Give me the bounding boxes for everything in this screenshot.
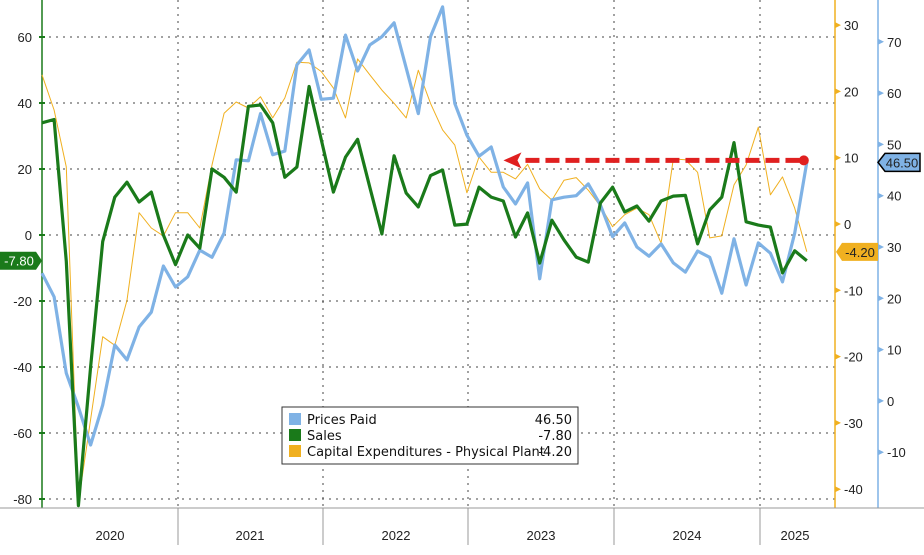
legend-label-sales: Sales [307, 429, 342, 444]
prices-tick [878, 449, 884, 456]
value-tags: 46.50 -4.20 -7.80 [0, 152, 921, 270]
capex-tick-label: 30 [844, 18, 858, 33]
capex-tick [835, 22, 841, 29]
prices-tick-label: 30 [887, 240, 901, 255]
left-tick-label: 60 [18, 30, 32, 45]
capex-tick [835, 353, 841, 360]
prices-tick-label: 20 [887, 291, 901, 306]
prices-tick [878, 244, 884, 250]
prices-tick [878, 295, 884, 302]
left-tick-label: -60 [13, 426, 32, 441]
legend-label-capex: Capital Expenditures - Physical Plant [307, 445, 545, 460]
prices-paid-value-tag-text: 46.50 [886, 155, 919, 170]
prices-tick [878, 346, 884, 353]
year-label: 2024 [673, 528, 702, 543]
legend: Prices Paid Sales Capital Expenditures -… [281, 406, 579, 465]
prices-tick [878, 38, 884, 45]
left-tick-label: 0 [25, 228, 32, 243]
capex-value-tag [836, 242, 878, 261]
capex-tick-label: 10 [844, 151, 858, 166]
grid [42, 0, 835, 508]
prices-tick [878, 141, 884, 148]
capex-tick [835, 287, 841, 294]
capex-tick [835, 486, 841, 493]
annotation [503, 152, 809, 169]
prices-tick-label: 0 [887, 394, 894, 409]
left-tick-label: 40 [18, 96, 32, 111]
year-label: 2022 [382, 528, 411, 543]
prices-tick-label: -10 [887, 445, 906, 460]
arrow-origin-dot [798, 155, 809, 166]
year-label: 2021 [236, 528, 265, 543]
legend-swatch-prices-paid [289, 413, 301, 425]
capex-tick-label: 0 [844, 217, 851, 232]
prices-tick-label: 10 [887, 343, 901, 358]
sales-value-tag [0, 251, 42, 270]
sales-value-tag-text: -7.80 [4, 254, 34, 269]
capex-tick [835, 88, 841, 95]
prices-tick-label: 40 [887, 189, 901, 204]
capex-tick [835, 154, 841, 161]
prices-tick-label: 70 [887, 35, 901, 50]
capex-tick-label: -20 [844, 350, 863, 365]
left-tick-label: 20 [18, 162, 32, 177]
prices-paid-value-tag [877, 152, 921, 173]
prices-tick [878, 397, 884, 404]
legend-swatch-sales [289, 429, 301, 441]
legend-swatch-capex [289, 445, 301, 457]
prices-tick-label: 60 [887, 86, 901, 101]
capex-tick-label: -40 [844, 482, 863, 497]
prices-tick [878, 192, 884, 199]
legend-label-prices-paid: Prices Paid [307, 413, 377, 428]
series-line-prices-paid [40, 5, 809, 447]
left-tick-label: -40 [13, 360, 32, 375]
capex-tick [835, 419, 841, 426]
capex-tick [835, 221, 841, 227]
prices-tick-label: 50 [887, 137, 901, 152]
year-label: 2023 [527, 528, 556, 543]
legend-value-capex: -4.20 [538, 445, 572, 460]
legend-value-sales: -7.80 [538, 429, 572, 444]
arrowhead-icon [503, 152, 522, 169]
series-line-sales [41, 84, 808, 508]
capex-tick-label: -30 [844, 416, 863, 431]
legend-value-prices-paid: 46.50 [535, 413, 572, 428]
left-tick-label: -20 [13, 294, 32, 309]
capex-tick-label: -10 [844, 283, 863, 298]
year-label: 2020 [96, 528, 125, 543]
left-tick-label: -80 [13, 492, 32, 507]
capex-value-tag-text: -4.20 [845, 245, 875, 260]
prices-tick [878, 90, 884, 97]
capex-tick-label: 20 [844, 84, 858, 99]
year-label: 2025 [781, 528, 810, 543]
